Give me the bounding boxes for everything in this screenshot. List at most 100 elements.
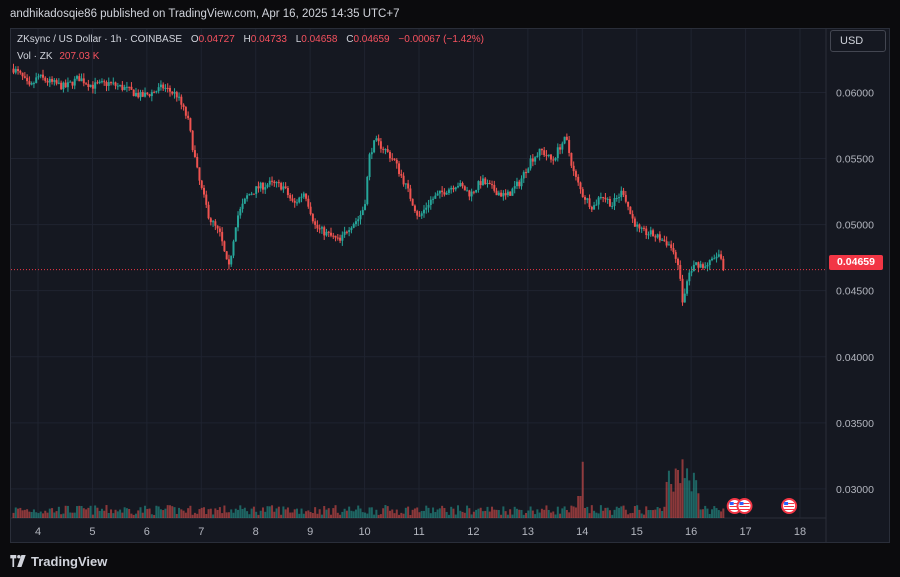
volume-bar [134,513,137,518]
candle-body [572,165,575,172]
volume-bar [590,505,593,518]
volume-bar [214,508,217,518]
candle-body [502,193,505,197]
candle-body [96,82,99,84]
candle-body [504,193,507,196]
volume-bar [534,514,537,518]
volume-bar [518,509,521,518]
volume-bar [454,514,457,518]
candle-body [491,184,494,186]
volume-bar [223,505,226,518]
candle-body [17,69,20,72]
volume-bar [602,510,605,518]
volume-bar [78,505,81,518]
volume-label[interactable]: Vol · ZK [17,51,53,62]
candle-body [561,143,564,150]
candle-body [232,241,235,256]
candle-body [599,197,602,199]
candle-body [536,155,539,158]
volume-bar [212,514,215,518]
volume-bar [302,513,305,518]
candle-body [332,235,335,237]
us-flag-icon[interactable] [736,498,753,514]
volume-bar [529,506,532,518]
volume-bar [463,512,466,518]
volume-bar [556,506,559,518]
volume-bar [658,508,661,518]
currency-button[interactable]: USD [830,30,886,52]
volume-bar [17,508,20,518]
volume-bar [354,509,357,518]
volume-bar [486,506,489,518]
candle-body [150,92,153,97]
candle-body [28,81,31,85]
volume-bar [343,508,346,518]
candle-body [391,158,394,160]
candle-body [479,181,482,186]
candle-body [293,200,296,203]
volume-bar [116,511,119,518]
candle-body [695,262,698,265]
candle-body [422,209,425,214]
candle-body [255,186,258,194]
volume-bar [150,514,153,518]
candle-body [506,191,509,196]
volume-bar [200,507,203,518]
x-tick-label: 5 [89,526,95,538]
volume-bar [715,508,718,518]
volume-bar [531,510,534,518]
volume-bar [12,512,15,518]
candle-body [481,178,484,186]
volume-bar [80,505,83,518]
us-flag-icon[interactable] [781,498,798,514]
volume-bar [114,509,117,518]
volume-bar [388,510,391,518]
candle-body [341,234,344,241]
candle-body [250,193,253,195]
volume-bar [300,508,303,518]
candle-body [239,208,242,216]
candle-body [395,159,398,164]
volume-bar [427,507,430,518]
candle-body [704,266,707,268]
candle-body [525,172,528,174]
candle-body [447,189,450,193]
candle-body [477,181,480,190]
volume-bar [495,509,498,518]
volume-bar [60,514,63,518]
symbol-title[interactable]: ZKsync / US Dollar · 1h · COINBASE [17,34,183,45]
candle-body [627,201,630,207]
volume-bar [110,509,113,518]
volume-bar [234,508,237,518]
volume-bar [298,513,301,518]
candle-body [223,241,226,252]
candle-body [364,204,367,210]
volume-bar [248,514,251,518]
candle-body [30,83,33,85]
volume-bar [620,506,623,518]
candle-body [180,96,183,105]
volume-bar [166,505,169,518]
volume-bar [468,508,471,518]
volume-bar [618,507,621,518]
candle-body [98,81,101,83]
volume-bar [348,506,351,518]
candle-body [334,235,337,238]
candle-body [44,77,47,81]
volume-bar [549,512,552,518]
volume-bar [701,509,704,518]
footer-brand[interactable]: TradingView [31,553,108,569]
candle-body [164,87,167,89]
candle-body [212,221,215,223]
volume-bar [130,513,133,518]
volume-bar [686,468,689,518]
chart-frame[interactable] [10,28,890,543]
volume-bar [565,509,568,518]
volume-bar [642,514,645,518]
candle-body [418,215,421,217]
candle-body [595,204,598,206]
candle-body [672,248,675,253]
volume-bar [237,509,240,518]
open-label: O [190,34,199,45]
